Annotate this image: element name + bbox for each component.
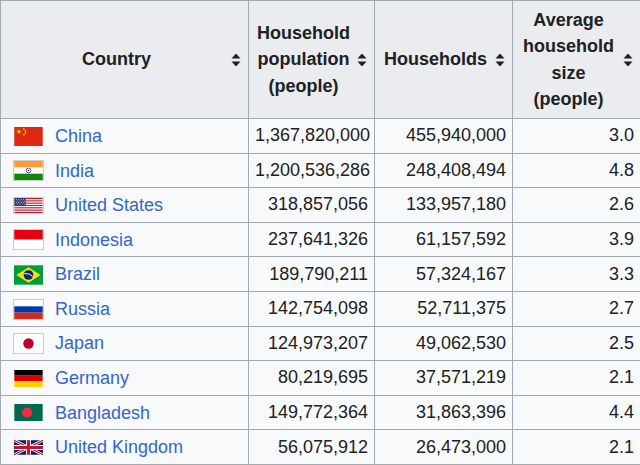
country-link[interactable]: China bbox=[55, 126, 102, 146]
households-cell: 133,957,180 bbox=[375, 188, 513, 223]
china-flag-icon bbox=[14, 127, 43, 146]
country-link[interactable]: Germany bbox=[55, 368, 129, 388]
country-cell: Russia bbox=[1, 291, 249, 326]
country-link[interactable]: Russia bbox=[55, 299, 110, 319]
avg-household-size-cell: 4.4 bbox=[513, 395, 640, 430]
country-cell: China bbox=[1, 119, 249, 154]
household-population-cell: 149,772,364 bbox=[249, 395, 375, 430]
household-population-cell: 1,367,820,000 bbox=[249, 119, 375, 154]
avg-household-size-cell: 3.0 bbox=[513, 119, 640, 154]
sort-icon[interactable] bbox=[357, 53, 367, 66]
country-cell: Brazil bbox=[1, 257, 249, 292]
column-header-households[interactable]: Households bbox=[375, 1, 513, 119]
households-cell: 455,940,000 bbox=[375, 119, 513, 154]
households-cell: 248,408,494 bbox=[375, 153, 513, 188]
household-population-cell: 237,641,326 bbox=[249, 222, 375, 257]
indonesia-flag-icon bbox=[14, 230, 43, 249]
household-population-cell: 142,754,098 bbox=[249, 291, 375, 326]
germany-flag-icon bbox=[14, 370, 43, 387]
country-link[interactable]: Bangladesh bbox=[55, 402, 150, 422]
column-header-average-household-size[interactable]: Average household size (people) bbox=[513, 1, 640, 119]
household-population-cell: 318,857,056 bbox=[249, 188, 375, 223]
households-cell: 49,062,530 bbox=[375, 326, 513, 361]
header-row: Country Household population (people) Ho… bbox=[1, 1, 640, 119]
table-row-india: India 1,200,536,286 248,408,494 4.8 bbox=[1, 153, 640, 188]
table-row-united-kingdom: United Kingdom 56,075,912 26,473,000 2.1 bbox=[1, 430, 640, 465]
sort-icon[interactable] bbox=[623, 53, 633, 66]
table-row-indonesia: Indonesia 237,641,326 61,157,592 3.9 bbox=[1, 222, 640, 257]
country-link[interactable]: United States bbox=[55, 195, 163, 215]
table-body: China 1,367,820,000 455,940,000 3.0 Indi… bbox=[1, 119, 640, 465]
country-link[interactable]: Brazil bbox=[55, 264, 100, 284]
india-flag-icon bbox=[14, 161, 43, 180]
country-cell: India bbox=[1, 153, 249, 188]
avg-household-size-cell: 2.7 bbox=[513, 291, 640, 326]
column-header-household-population-label: Household population (people) bbox=[257, 23, 350, 95]
united-kingdom-flag-icon bbox=[14, 440, 43, 455]
table-row-united-states: United States 318,857,056 133,957,180 2.… bbox=[1, 188, 640, 223]
households-cell: 61,157,592 bbox=[375, 222, 513, 257]
column-header-country-label: Country bbox=[82, 49, 151, 69]
country-cell: Indonesia bbox=[1, 222, 249, 257]
households-cell: 26,473,000 bbox=[375, 430, 513, 465]
sort-icon[interactable] bbox=[231, 53, 241, 66]
country-link[interactable]: United Kingdom bbox=[55, 437, 183, 457]
table-row-brazil: Brazil 189,790,211 57,324,167 3.3 bbox=[1, 257, 640, 292]
country-cell: United States bbox=[1, 188, 249, 223]
household-population-cell: 56,075,912 bbox=[249, 430, 375, 465]
brazil-flag-icon bbox=[14, 265, 43, 285]
table-row-bangladesh: Bangladesh 149,772,364 31,863,396 4.4 bbox=[1, 395, 640, 430]
sort-icon[interactable] bbox=[495, 53, 505, 66]
country-cell: Germany bbox=[1, 361, 249, 396]
column-header-average-household-size-label: Average household size (people) bbox=[523, 10, 614, 108]
household-population-cell: 124,973,207 bbox=[249, 326, 375, 361]
column-header-country[interactable]: Country bbox=[1, 1, 249, 119]
table-row-china: China 1,367,820,000 455,940,000 3.0 bbox=[1, 119, 640, 154]
country-cell: United Kingdom bbox=[1, 430, 249, 465]
country-link[interactable]: India bbox=[55, 160, 94, 180]
avg-household-size-cell: 2.5 bbox=[513, 326, 640, 361]
avg-household-size-cell: 2.1 bbox=[513, 361, 640, 396]
table-row-germany: Germany 80,219,695 37,571,219 2.1 bbox=[1, 361, 640, 396]
country-cell: Japan bbox=[1, 326, 249, 361]
households-cell: 57,324,167 bbox=[375, 257, 513, 292]
country-cell: Bangladesh bbox=[1, 395, 249, 430]
united-states-flag-icon bbox=[14, 198, 43, 213]
table-header: Country Household population (people) Ho… bbox=[1, 1, 640, 119]
country-link[interactable]: Indonesia bbox=[55, 229, 133, 249]
table-row-russia: Russia 142,754,098 52,711,375 2.7 bbox=[1, 291, 640, 326]
avg-household-size-cell: 2.6 bbox=[513, 188, 640, 223]
avg-household-size-cell: 4.8 bbox=[513, 153, 640, 188]
avg-household-size-cell: 2.1 bbox=[513, 430, 640, 465]
households-cell: 37,571,219 bbox=[375, 361, 513, 396]
households-cell: 52,711,375 bbox=[375, 291, 513, 326]
country-link[interactable]: Japan bbox=[55, 333, 104, 353]
households-cell: 31,863,396 bbox=[375, 395, 513, 430]
avg-household-size-cell: 3.9 bbox=[513, 222, 640, 257]
household-population-cell: 80,219,695 bbox=[249, 361, 375, 396]
household-population-cell: 189,790,211 bbox=[249, 257, 375, 292]
household-statistics-table: Country Household population (people) Ho… bbox=[0, 0, 640, 465]
japan-flag-icon bbox=[14, 334, 43, 353]
bangladesh-flag-icon bbox=[14, 404, 43, 421]
column-header-household-population[interactable]: Household population (people) bbox=[249, 1, 375, 119]
household-population-cell: 1,200,536,286 bbox=[249, 153, 375, 188]
column-header-households-label: Households bbox=[384, 49, 487, 69]
table-row-japan: Japan 124,973,207 49,062,530 2.5 bbox=[1, 326, 640, 361]
russia-flag-icon bbox=[14, 300, 43, 319]
avg-household-size-cell: 3.3 bbox=[513, 257, 640, 292]
